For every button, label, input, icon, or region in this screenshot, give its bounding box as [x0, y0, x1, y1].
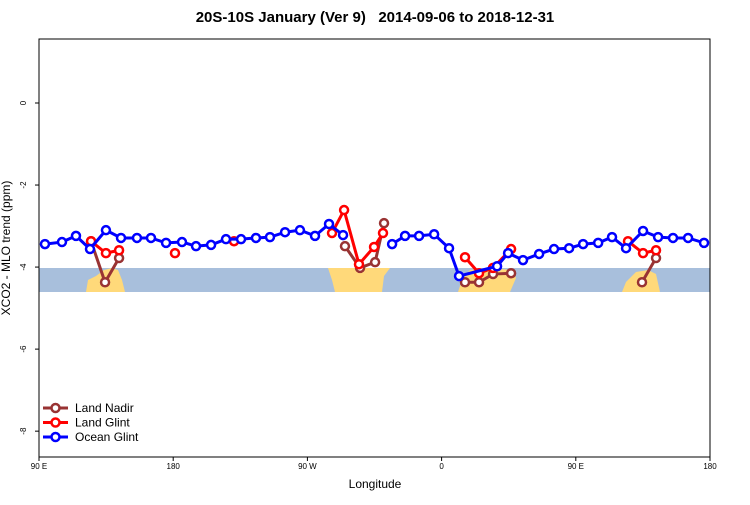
data-point: [652, 231, 664, 243]
data-point: [250, 232, 262, 244]
data-point: [667, 232, 679, 244]
data-point: [378, 217, 390, 229]
plot-frame: [38, 38, 711, 458]
y-tick-label: -6: [19, 345, 28, 353]
data-point: [505, 267, 517, 279]
legend-marker: [50, 431, 61, 443]
x-tick-label: 0: [439, 462, 444, 471]
y-tick-label: -4: [19, 263, 28, 271]
chart-title: 20S-10S January (Ver 9) 2014-09-06 to 20…: [196, 9, 555, 26]
data-point: [682, 232, 694, 244]
data-point: [337, 229, 349, 241]
x-tick-label: 90 W: [298, 462, 317, 471]
data-point: [413, 230, 425, 242]
data-point: [339, 240, 351, 252]
data-point: [637, 247, 649, 259]
y-tick-label: -8: [19, 427, 28, 435]
data-point: [56, 236, 68, 248]
data-point: [99, 277, 111, 288]
data-point: [369, 256, 381, 268]
data-point: [326, 227, 338, 239]
data-point: [473, 277, 485, 288]
data-point: [377, 227, 389, 239]
legend-label: Land Glint: [75, 416, 130, 430]
legend-marker: [50, 402, 61, 414]
data-point: [115, 232, 127, 244]
data-point: [338, 204, 350, 216]
data-point: [443, 242, 455, 254]
data-point: [517, 254, 529, 266]
data-point: [650, 245, 662, 256]
x-tick-label: 90 E: [31, 462, 47, 471]
data-point: [698, 237, 710, 249]
x-tick-label: 180: [703, 462, 717, 471]
data-point: [145, 232, 157, 244]
data-point: [459, 277, 471, 288]
data-point: [606, 231, 618, 243]
data-point: [491, 261, 503, 272]
data-point: [100, 224, 112, 236]
data-point: [620, 242, 632, 254]
data-point: [70, 230, 82, 242]
data-point: [368, 241, 380, 253]
data-point: [235, 233, 247, 245]
x-axis-label: Longitude: [349, 477, 402, 491]
data-point: [399, 230, 411, 242]
data-point: [131, 232, 143, 244]
data-point: [577, 238, 589, 250]
y-tick-label: -2: [19, 181, 28, 189]
data-point: [592, 237, 604, 249]
data-point: [84, 243, 96, 255]
data-point: [353, 258, 365, 270]
y-tick-label: 0: [19, 100, 28, 105]
legend-label: Ocean Glint: [75, 430, 139, 444]
x-tick-label: 90 E: [568, 462, 584, 471]
data-point: [279, 226, 291, 238]
data-point: [323, 218, 335, 230]
data-point: [548, 243, 560, 255]
data-point: [220, 233, 232, 245]
data-point: [294, 224, 306, 236]
data-point: [39, 238, 51, 250]
data-point: [533, 248, 545, 260]
data-point: [428, 229, 440, 240]
data-point: [459, 251, 471, 263]
data-point: [453, 270, 465, 282]
data-point: [113, 245, 125, 256]
data-point: [502, 247, 514, 259]
data-point: [190, 240, 202, 252]
data-point: [386, 238, 398, 250]
data-point: [176, 236, 188, 248]
data-point: [160, 237, 172, 249]
x-tick-label: 180: [167, 462, 181, 471]
surface-strip: [39, 268, 710, 292]
data-point: [100, 247, 112, 259]
legend-label: Land Nadir: [75, 401, 134, 415]
data-point: [264, 231, 276, 243]
y-axis-label: XCO2 - MLO trend (ppm): [0, 181, 13, 316]
data-point: [636, 277, 648, 288]
data-point: [169, 247, 181, 259]
land-patch: [328, 268, 390, 292]
data-point: [309, 230, 321, 242]
legend-marker: [50, 417, 61, 428]
data-point: [205, 239, 217, 251]
data-point: [637, 225, 649, 237]
data-point: [563, 242, 575, 254]
